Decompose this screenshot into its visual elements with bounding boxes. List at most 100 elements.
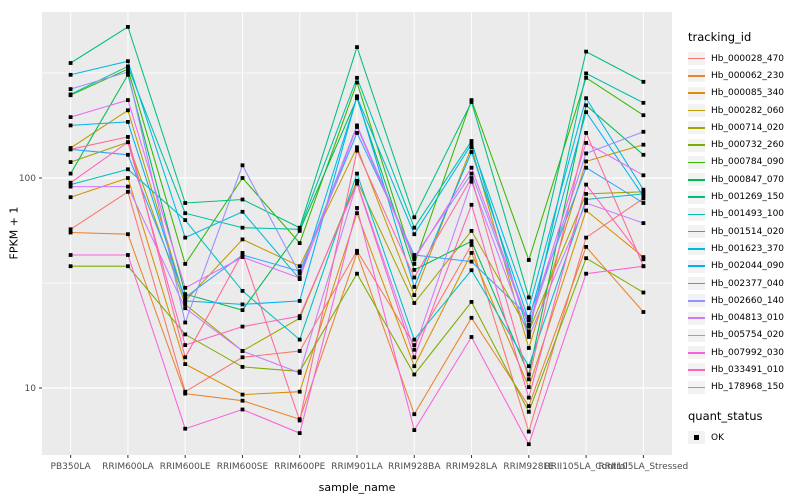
x-tick-label: RRIM928BA (388, 462, 441, 472)
data-point (183, 295, 188, 300)
data-point (584, 235, 588, 240)
data-point (641, 196, 646, 201)
data-point (584, 208, 588, 213)
data-point (126, 64, 130, 69)
data-point (641, 201, 646, 205)
x-tick-label: RRIM600LA (102, 462, 154, 472)
x-tick-label: RRIM928LE (503, 462, 554, 472)
data-point (240, 365, 245, 369)
data-point (469, 171, 474, 176)
data-point (126, 25, 130, 29)
legend-key-line-icon (688, 248, 705, 250)
data-point (355, 178, 359, 183)
legend-item-label: Hb_001493_100 (711, 209, 785, 220)
legend-item-label: Hb_000085_340 (711, 88, 785, 99)
data-point (183, 343, 188, 347)
legend-item: Hb_000085_340 (688, 85, 798, 102)
legend-key-line-icon (688, 300, 705, 302)
legend-title-quant-status: quant_status (688, 408, 763, 423)
legend-item-label: Hb_033491_010 (711, 364, 785, 375)
data-point (297, 389, 302, 394)
data-point (126, 108, 130, 113)
legend-item-label: Hb_002660_140 (711, 295, 785, 306)
data-point (412, 372, 417, 377)
data-point (297, 299, 302, 303)
data-point (584, 96, 588, 101)
data-point (412, 301, 417, 305)
data-point (412, 347, 417, 352)
y-axis-title: FPKM + 1 (7, 206, 21, 260)
data-point (126, 152, 130, 157)
data-point (297, 269, 302, 274)
legend-item-label: Hb_007992_030 (711, 347, 785, 358)
data-point (526, 395, 531, 400)
x-tick-label: RRIM901LA (331, 462, 383, 472)
data-point (355, 181, 359, 186)
x-tick-label: RRIM600LE (160, 462, 211, 472)
data-point (412, 412, 417, 417)
data-point (526, 318, 531, 323)
data-point (126, 72, 130, 77)
data-point (68, 253, 73, 257)
data-point (183, 211, 188, 216)
data-point (584, 151, 588, 156)
legend-key (688, 86, 705, 100)
data-point (183, 235, 188, 240)
legend-key-line-icon (688, 386, 705, 389)
legend-key (688, 155, 705, 169)
data-point (526, 332, 531, 337)
data-point (355, 206, 359, 210)
legend-key (688, 431, 705, 445)
legend-key-line-icon (688, 75, 705, 77)
legend-item: Hb_033491_010 (688, 361, 798, 378)
data-point (240, 163, 245, 168)
data-point (526, 329, 531, 334)
data-point (126, 120, 130, 124)
data-point (469, 142, 474, 146)
data-point (183, 426, 188, 431)
data-point (469, 251, 474, 255)
data-point (584, 103, 588, 108)
legend-key-line-icon (688, 144, 705, 146)
legend-item-label: Hb_001623_370 (711, 243, 785, 254)
legend-key-line-icon (688, 351, 705, 354)
legend-key-line-icon (688, 57, 705, 60)
legend-item: Hb_000028_470 (688, 50, 798, 67)
legend-item: Hb_002660_140 (688, 292, 798, 309)
data-point (469, 239, 474, 244)
legend-key-line-icon (688, 334, 705, 337)
data-point (641, 194, 646, 198)
data-point (469, 335, 474, 339)
data-point (412, 275, 417, 280)
data-point (240, 392, 245, 397)
data-point (240, 251, 245, 255)
data-point (68, 160, 73, 164)
data-point (469, 179, 474, 184)
legend-item: Hb_001493_100 (688, 206, 798, 223)
data-point (240, 308, 245, 312)
legend-item: Hb_001269_150 (688, 188, 798, 205)
data-point (469, 300, 474, 304)
data-point (183, 332, 188, 337)
legend-item-label: Hb_000028_470 (711, 53, 785, 64)
data-point (68, 123, 73, 128)
legend-item: OK (688, 429, 798, 446)
data-point (355, 271, 359, 276)
data-point (240, 355, 245, 360)
data-point (240, 253, 245, 257)
data-point (240, 237, 245, 242)
legend-key (688, 225, 705, 239)
filled-square-icon (694, 435, 699, 441)
legend-key (688, 52, 705, 66)
data-point (297, 371, 302, 375)
legend-item-label: Hb_004813_010 (711, 313, 785, 324)
data-point (68, 171, 73, 176)
data-point (526, 442, 531, 447)
legend-key-line-icon (688, 369, 705, 371)
legend-item-label: Hb_000282_060 (711, 105, 785, 116)
data-point (641, 192, 646, 196)
data-point (68, 61, 73, 65)
data-point (68, 72, 73, 77)
legend-key (688, 346, 705, 360)
legend-key (688, 173, 705, 187)
